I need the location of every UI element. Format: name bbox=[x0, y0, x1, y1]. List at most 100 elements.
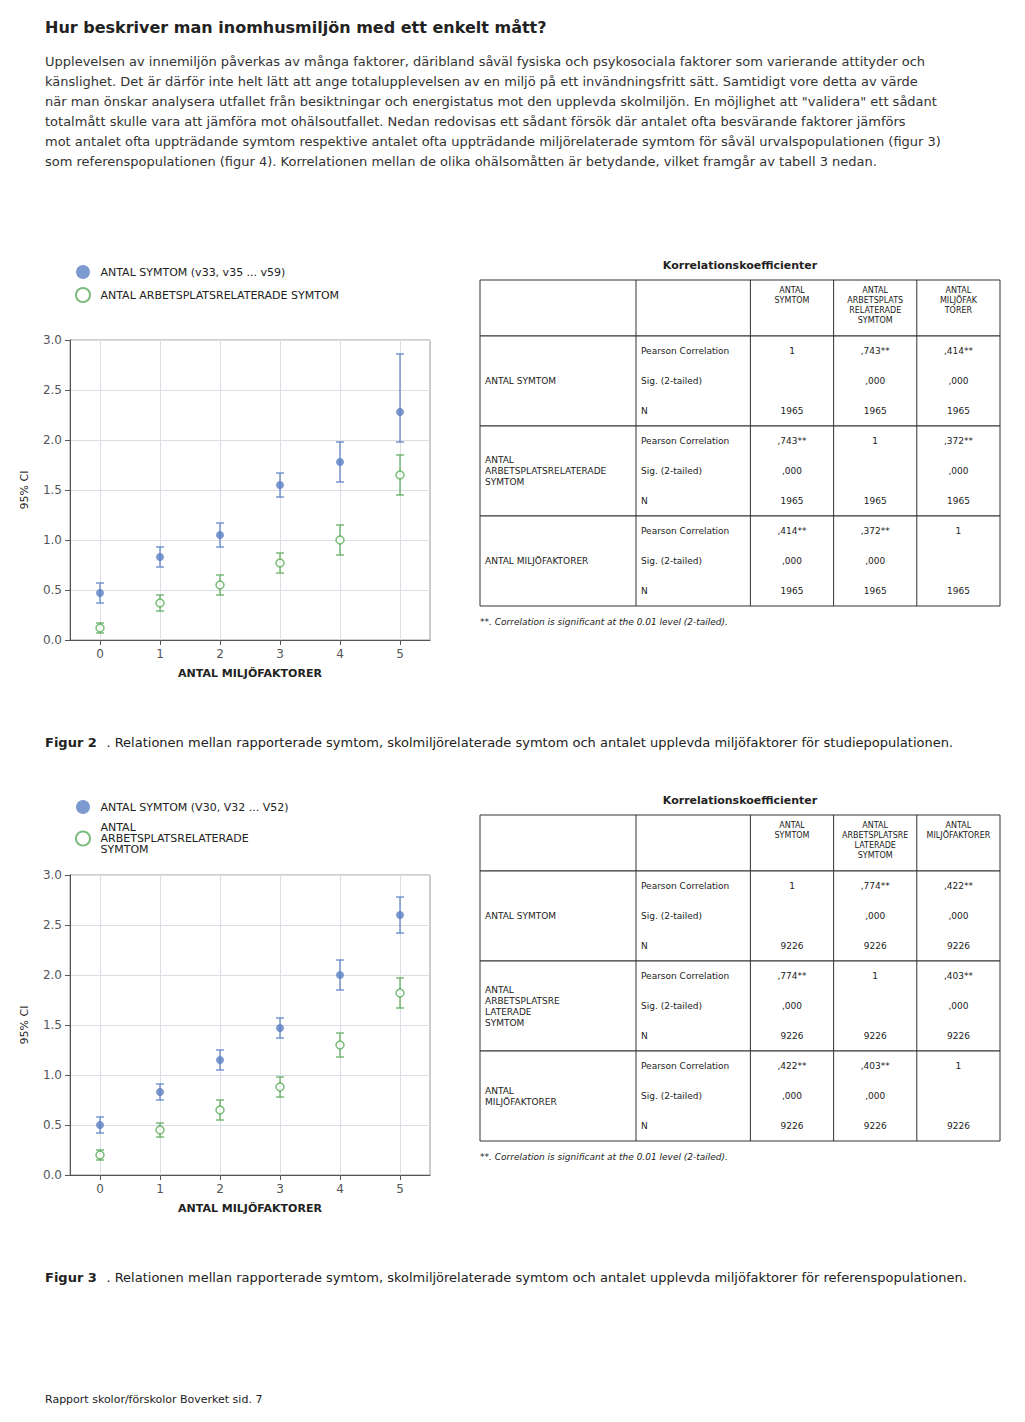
svg-text:Korrelationskoefficienter: Korrelationskoefficienter bbox=[663, 794, 818, 807]
svg-text:LATERADE: LATERADE bbox=[485, 1007, 532, 1017]
svg-text:N: N bbox=[641, 406, 648, 416]
svg-text:1965: 1965 bbox=[781, 586, 804, 596]
svg-text:N: N bbox=[641, 496, 648, 506]
svg-text:Pearson Correlation: Pearson Correlation bbox=[641, 881, 729, 891]
svg-text:ANTAL SYMTOM (v33, v35 ... v59: ANTAL SYMTOM (v33, v35 ... v59) bbox=[101, 266, 286, 279]
svg-text:Sig. (2-tailed): Sig. (2-tailed) bbox=[641, 556, 702, 566]
svg-text:ARBETSPLATS: ARBETSPLATS bbox=[847, 296, 903, 305]
svg-text:,403**: ,403** bbox=[944, 971, 974, 981]
svg-text:9226: 9226 bbox=[781, 1031, 804, 1041]
svg-text:9226: 9226 bbox=[781, 941, 804, 951]
svg-text:N: N bbox=[641, 586, 648, 596]
svg-text:SYMTOM: SYMTOM bbox=[775, 831, 810, 840]
svg-text:känslighet. Det är därför inte: känslighet. Det är därför inte helt lätt… bbox=[45, 74, 922, 89]
svg-text:ANTAL: ANTAL bbox=[779, 821, 805, 830]
svg-text:ANTAL MILJÖFAKTORER: ANTAL MILJÖFAKTORER bbox=[178, 1201, 322, 1215]
svg-text:1965: 1965 bbox=[947, 406, 970, 416]
svg-text:1.5: 1.5 bbox=[43, 1018, 62, 1032]
svg-text:,000: ,000 bbox=[948, 911, 968, 921]
svg-text:Figur 2: Figur 2 bbox=[45, 735, 97, 750]
svg-text:9226: 9226 bbox=[947, 1121, 970, 1131]
svg-text:ARBETSPLATSRELATERADE: ARBETSPLATSRELATERADE bbox=[485, 466, 607, 476]
svg-text:totalmått skulle vara att jämf: totalmått skulle vara att jämföra mot oh… bbox=[45, 114, 910, 129]
svg-text:**. Correlation is significant: **. Correlation is significant at the 0.… bbox=[480, 617, 728, 627]
svg-text:ANTAL: ANTAL bbox=[946, 821, 972, 830]
svg-text:SYMTOM: SYMTOM bbox=[858, 316, 893, 325]
svg-text:Pearson Correlation: Pearson Correlation bbox=[641, 1061, 729, 1071]
svg-text:SYMTOM: SYMTOM bbox=[775, 296, 810, 305]
svg-text:,000: ,000 bbox=[865, 376, 885, 386]
svg-text:,372**: ,372** bbox=[944, 436, 974, 446]
svg-text:1: 1 bbox=[872, 436, 878, 446]
svg-text:3: 3 bbox=[276, 647, 284, 661]
svg-text:ANTAL SYMTOM (V30, V32 ... V52: ANTAL SYMTOM (V30, V32 ... V52) bbox=[101, 801, 289, 814]
svg-text:0.0: 0.0 bbox=[43, 633, 62, 647]
svg-text:ANTAL SYMTOM: ANTAL SYMTOM bbox=[485, 376, 556, 386]
svg-text:2.0: 2.0 bbox=[43, 968, 62, 982]
svg-text:1965: 1965 bbox=[781, 496, 804, 506]
svg-text:ARBETSPLATSRE: ARBETSPLATSRE bbox=[842, 831, 908, 840]
svg-text:ANTAL MILJÖFAKTORER: ANTAL MILJÖFAKTORER bbox=[178, 666, 322, 680]
svg-text:Sig. (2-tailed): Sig. (2-tailed) bbox=[641, 1091, 702, 1101]
svg-text:,000: ,000 bbox=[865, 911, 885, 921]
svg-text:1: 1 bbox=[789, 346, 795, 356]
svg-text:1965: 1965 bbox=[864, 586, 887, 596]
svg-text:ANTAL SYMTOM: ANTAL SYMTOM bbox=[485, 911, 556, 921]
svg-text:4: 4 bbox=[336, 1182, 344, 1196]
svg-text:ANTAL: ANTAL bbox=[485, 1086, 514, 1096]
svg-text:. Relationen mellan rapportera: . Relationen mellan rapporterade symtom,… bbox=[106, 1270, 966, 1285]
svg-text:,372**: ,372** bbox=[861, 526, 891, 536]
svg-text:,414**: ,414** bbox=[777, 526, 807, 536]
svg-text:,000: ,000 bbox=[865, 1091, 885, 1101]
svg-text:ANTAL ARBETSPLATSRELATERADE SY: ANTAL ARBETSPLATSRELATERADE SYMTOM bbox=[101, 289, 340, 302]
svg-text:Hur beskriver man inomhusmiljö: Hur beskriver man inomhusmiljön med ett … bbox=[45, 18, 547, 37]
svg-text:Sig. (2-tailed): Sig. (2-tailed) bbox=[641, 466, 702, 476]
svg-text:Figur 3: Figur 3 bbox=[45, 1270, 97, 1285]
svg-text:1.0: 1.0 bbox=[43, 533, 62, 547]
svg-text:0.0: 0.0 bbox=[43, 1168, 62, 1182]
svg-text:95% CI: 95% CI bbox=[18, 1006, 31, 1045]
svg-text:som referenspopulationen (figu: som referenspopulationen (figur 4). Korr… bbox=[45, 154, 877, 169]
svg-text:ANTAL: ANTAL bbox=[862, 821, 888, 830]
svg-text:ARBETSPLATSRE: ARBETSPLATSRE bbox=[485, 996, 560, 1006]
svg-text:,743**: ,743** bbox=[777, 436, 807, 446]
svg-text:,000: ,000 bbox=[782, 1001, 802, 1011]
svg-text:0.5: 0.5 bbox=[43, 583, 62, 597]
svg-text:1: 1 bbox=[789, 881, 795, 891]
svg-text:,000: ,000 bbox=[782, 466, 802, 476]
svg-text:ANTAL: ANTAL bbox=[485, 455, 514, 465]
svg-text:3.0: 3.0 bbox=[43, 333, 62, 347]
svg-text:Upplevelsen av innemiljön påve: Upplevelsen av innemiljön påverkas av må… bbox=[45, 54, 929, 69]
svg-text:,000: ,000 bbox=[948, 466, 968, 476]
svg-text:LATERADE: LATERADE bbox=[855, 841, 896, 850]
svg-text:N: N bbox=[641, 1031, 648, 1041]
svg-text:,000: ,000 bbox=[948, 1001, 968, 1011]
svg-text:ANTAL: ANTAL bbox=[946, 286, 972, 295]
svg-text:2: 2 bbox=[216, 1182, 224, 1196]
svg-text:N: N bbox=[641, 941, 648, 951]
svg-text:**. Correlation is significant: **. Correlation is significant at the 0.… bbox=[480, 1152, 728, 1162]
svg-text:Pearson Correlation: Pearson Correlation bbox=[641, 971, 729, 981]
svg-text:TORER: TORER bbox=[944, 306, 973, 315]
svg-text:,422**: ,422** bbox=[777, 1061, 807, 1071]
svg-text:1: 1 bbox=[872, 971, 878, 981]
svg-text:MILJÖFAKTORER: MILJÖFAKTORER bbox=[927, 830, 991, 840]
svg-text:5: 5 bbox=[396, 1182, 404, 1196]
svg-text:SYMTOM: SYMTOM bbox=[485, 477, 524, 487]
svg-text:9226: 9226 bbox=[947, 1031, 970, 1041]
svg-text:SYMTOM: SYMTOM bbox=[101, 843, 149, 856]
svg-text:när man önskar analysera utfal: när man önskar analysera utfallet från b… bbox=[45, 94, 941, 109]
svg-text:MILJÖFAKTORER: MILJÖFAKTORER bbox=[485, 1097, 557, 1107]
svg-text:SYMTOM: SYMTOM bbox=[485, 1018, 524, 1028]
svg-text:,422**: ,422** bbox=[944, 881, 974, 891]
svg-text:Sig. (2-tailed): Sig. (2-tailed) bbox=[641, 911, 702, 921]
svg-text:Pearson Correlation: Pearson Correlation bbox=[641, 526, 729, 536]
svg-text:9226: 9226 bbox=[947, 941, 970, 951]
svg-text:1965: 1965 bbox=[864, 496, 887, 506]
svg-text:. Relationen mellan rapportera: . Relationen mellan rapporterade symtom,… bbox=[106, 735, 953, 750]
svg-text:RELATERADE: RELATERADE bbox=[849, 306, 901, 315]
svg-text:0: 0 bbox=[96, 1182, 104, 1196]
svg-text:ANTAL: ANTAL bbox=[485, 985, 514, 995]
svg-text:1.0: 1.0 bbox=[43, 1068, 62, 1082]
svg-text:,000: ,000 bbox=[782, 556, 802, 566]
